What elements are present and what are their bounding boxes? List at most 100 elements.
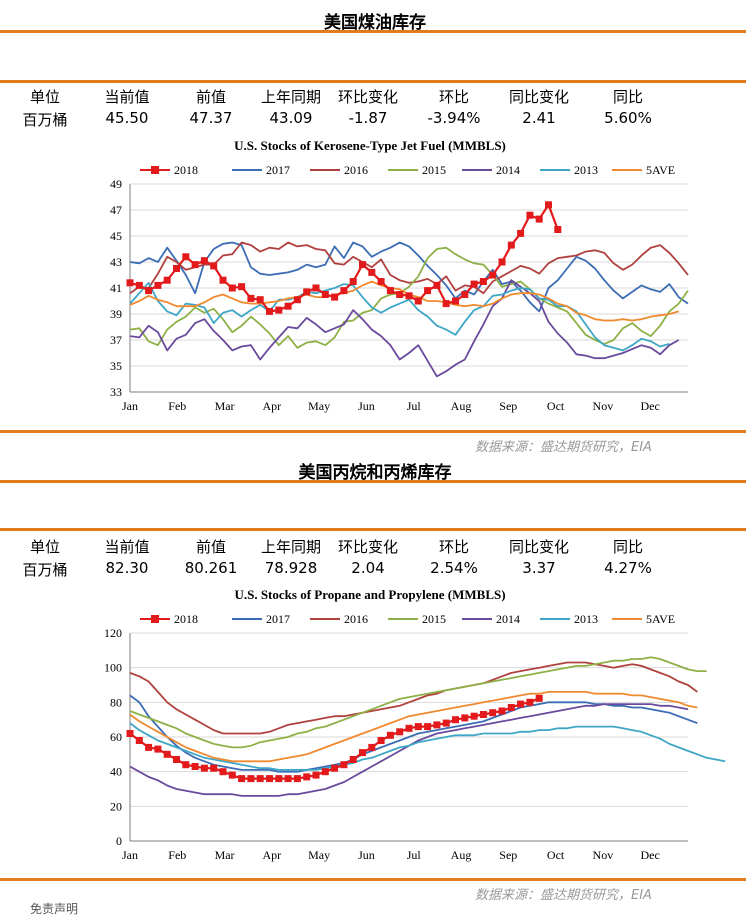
series-line-2016 bbox=[129, 661, 698, 735]
data-point-2018 bbox=[275, 775, 283, 783]
header-previous: 前值 bbox=[195, 538, 226, 556]
data-point-2018 bbox=[200, 257, 208, 265]
value-previous: 80.261 bbox=[184, 559, 238, 577]
series-line-2014 bbox=[129, 703, 689, 797]
data-point-2018 bbox=[303, 773, 311, 781]
x-tick-label: Oct bbox=[547, 848, 565, 862]
data-point-2018 bbox=[191, 261, 199, 269]
data-point-2018 bbox=[386, 287, 394, 295]
data-point-2018 bbox=[331, 764, 339, 772]
header-last-year: 上年同期 bbox=[260, 538, 321, 556]
data-point-2018 bbox=[526, 698, 534, 706]
data-point-2018 bbox=[368, 268, 376, 276]
header-previous: 前值 bbox=[195, 88, 226, 106]
data-point-2018 bbox=[517, 229, 525, 237]
data-point-2018 bbox=[461, 714, 469, 722]
y-tick-label: 43 bbox=[110, 255, 122, 269]
data-point-2018 bbox=[163, 276, 171, 284]
data-point-2018 bbox=[479, 278, 487, 285]
legend-label: 2014 bbox=[496, 163, 520, 177]
header-yoy-pct: 同比 bbox=[612, 538, 643, 556]
data-point-2018 bbox=[154, 745, 162, 753]
chart-title-kerosene: U.S. Stocks of Kerosene-Type Jet Fuel (M… bbox=[234, 138, 506, 153]
data-point-2018 bbox=[228, 771, 236, 779]
data-point-2018 bbox=[433, 281, 441, 289]
data-point-2018 bbox=[210, 262, 218, 270]
data-point-2018 bbox=[414, 297, 422, 305]
data-point-2018 bbox=[470, 712, 478, 720]
y-tick-label: 47 bbox=[110, 203, 122, 217]
chart-title-propane: U.S. Stocks of Propane and Propylene (MM… bbox=[234, 587, 506, 602]
stats-value-row: 百万桶 45.50 47.37 43.09 -1.87 -3.94% 2.41 … bbox=[0, 109, 750, 129]
data-point-2018 bbox=[526, 211, 534, 219]
data-point-2018 bbox=[238, 283, 246, 291]
legend-label: 2014 bbox=[496, 612, 520, 626]
header-wow-change: 环比变化 bbox=[337, 538, 398, 556]
x-tick-label: Dec bbox=[641, 399, 660, 413]
y-tick-label: 35 bbox=[110, 359, 122, 373]
data-point-2018 bbox=[182, 253, 190, 261]
legend-label: 2015 bbox=[422, 612, 446, 626]
header-wow-pct: 环比 bbox=[438, 538, 469, 556]
data-point-2018 bbox=[396, 728, 404, 736]
data-point-2018 bbox=[154, 281, 162, 289]
data-point-2018 bbox=[535, 694, 543, 702]
header-unit: 单位 bbox=[29, 538, 60, 556]
y-tick-label: 39 bbox=[110, 307, 122, 321]
value-wow-change: -1.87 bbox=[348, 109, 388, 127]
data-point-2018 bbox=[182, 761, 190, 769]
data-point-2018 bbox=[321, 291, 329, 298]
legend-label: 2015 bbox=[422, 163, 446, 177]
value-wow-change: 2.04 bbox=[351, 559, 385, 577]
data-point-2018 bbox=[303, 288, 311, 296]
data-point-2018 bbox=[145, 743, 153, 751]
legend-label: 2016 bbox=[344, 163, 368, 177]
data-point-2018 bbox=[312, 771, 320, 779]
data-point-2018 bbox=[359, 261, 366, 269]
x-tick-label: Jul bbox=[407, 399, 422, 413]
data-point-2018 bbox=[228, 284, 236, 292]
data-point-2018 bbox=[191, 763, 199, 770]
x-tick-label: Sep bbox=[499, 399, 517, 413]
section-title-propane: 美国丙烷和丙烯库存 bbox=[298, 463, 452, 483]
y-tick-label: 41 bbox=[110, 281, 122, 295]
data-point-2018 bbox=[163, 750, 171, 758]
legend-label: 2016 bbox=[344, 612, 368, 626]
header-yoy-pct: 同比 bbox=[612, 88, 643, 106]
divider bbox=[0, 480, 746, 483]
data-point-2018 bbox=[219, 276, 227, 284]
data-point-2018 bbox=[247, 775, 255, 783]
y-tick-label: 49 bbox=[110, 177, 122, 191]
data-point-2018 bbox=[219, 768, 227, 776]
section-title-kerosene: 美国煤油库存 bbox=[324, 13, 426, 33]
divider bbox=[0, 80, 746, 83]
data-point-2018 bbox=[517, 700, 525, 708]
data-point-2018 bbox=[433, 721, 441, 729]
data-point-2018 bbox=[210, 764, 218, 772]
data-point-2018 bbox=[173, 265, 180, 272]
x-tick-label: Mar bbox=[215, 399, 235, 413]
data-point-2018 bbox=[405, 292, 413, 300]
series-line-2017 bbox=[129, 241, 689, 313]
header-wow-change: 环比变化 bbox=[337, 88, 398, 106]
y-tick-label: 45 bbox=[110, 229, 122, 243]
data-point-2018 bbox=[405, 724, 413, 732]
y-tick-label: 100 bbox=[104, 661, 122, 675]
data-point-2018 bbox=[256, 296, 264, 304]
data-point-2018 bbox=[507, 241, 515, 249]
x-tick-label: Jun bbox=[358, 399, 375, 413]
data-point-2018 bbox=[368, 743, 376, 751]
data-point-2018 bbox=[470, 280, 478, 288]
value-unit: 百万桶 bbox=[22, 561, 68, 579]
legend-label: 2018 bbox=[174, 612, 198, 626]
source-note-kerosene: 数据来源：盛达期货研究，EIA bbox=[475, 440, 652, 455]
data-point-2018 bbox=[386, 731, 394, 739]
legend-marker bbox=[151, 615, 159, 623]
x-tick-label: Feb bbox=[168, 399, 186, 413]
x-tick-label: Jan bbox=[122, 399, 138, 413]
value-wow-pct: 2.54% bbox=[430, 559, 478, 577]
header-unit: 单位 bbox=[29, 88, 60, 106]
header-yoy-change: 同比变化 bbox=[508, 88, 569, 106]
y-tick-label: 120 bbox=[104, 626, 122, 640]
data-point-2018 bbox=[461, 291, 469, 298]
